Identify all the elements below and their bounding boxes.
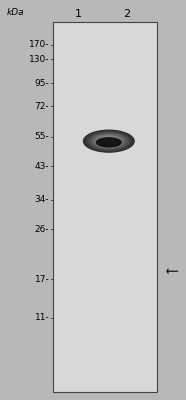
Ellipse shape (103, 138, 115, 144)
Text: 26-: 26- (35, 225, 49, 234)
Ellipse shape (95, 135, 123, 147)
Ellipse shape (96, 137, 122, 148)
Ellipse shape (86, 131, 131, 151)
Ellipse shape (83, 130, 135, 153)
Ellipse shape (100, 137, 118, 145)
Ellipse shape (105, 140, 112, 143)
Text: 2: 2 (123, 9, 130, 19)
Ellipse shape (102, 138, 116, 144)
Text: 11-: 11- (35, 314, 49, 322)
Ellipse shape (97, 136, 120, 146)
Ellipse shape (84, 130, 134, 152)
Ellipse shape (84, 130, 133, 152)
Ellipse shape (93, 134, 124, 148)
Ellipse shape (96, 135, 122, 147)
Ellipse shape (98, 136, 119, 146)
Ellipse shape (97, 136, 121, 146)
Text: kDa: kDa (7, 8, 25, 17)
Ellipse shape (107, 140, 110, 142)
Ellipse shape (89, 132, 129, 150)
Text: 1: 1 (75, 9, 82, 19)
Ellipse shape (85, 131, 132, 152)
Ellipse shape (99, 137, 118, 145)
Ellipse shape (92, 134, 126, 149)
Text: 17-: 17- (35, 275, 49, 284)
Ellipse shape (104, 139, 114, 144)
Ellipse shape (92, 134, 125, 148)
Ellipse shape (105, 139, 113, 143)
Text: 95-: 95- (35, 78, 49, 88)
Ellipse shape (88, 132, 130, 150)
Ellipse shape (101, 138, 117, 145)
Text: 130-: 130- (29, 54, 49, 64)
Text: 72-: 72- (35, 102, 49, 111)
Ellipse shape (108, 141, 110, 142)
Ellipse shape (87, 132, 131, 151)
Ellipse shape (91, 133, 127, 149)
Ellipse shape (94, 134, 124, 148)
Ellipse shape (90, 133, 128, 150)
Text: 34-: 34- (35, 195, 49, 204)
Text: 43-: 43- (35, 162, 49, 171)
Text: 55-: 55- (35, 132, 49, 141)
Text: 170-: 170- (29, 40, 49, 50)
Bar (53, 22, 157, 392)
Ellipse shape (106, 140, 111, 142)
